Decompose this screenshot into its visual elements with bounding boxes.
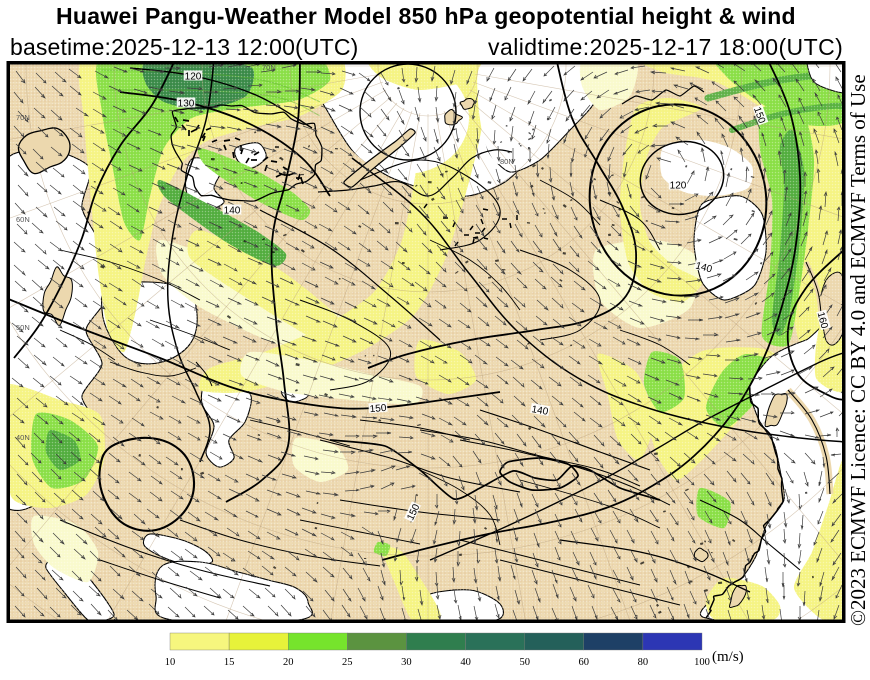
svg-text:140: 140 xyxy=(694,260,713,275)
svg-text:30: 30 xyxy=(401,657,412,668)
svg-text:20: 20 xyxy=(283,657,294,668)
svg-text:140: 140 xyxy=(224,206,241,217)
svg-text:140: 140 xyxy=(531,404,550,418)
svg-text:130: 130 xyxy=(178,99,195,110)
svg-text:70N: 70N xyxy=(16,113,30,122)
svg-text:100: 100 xyxy=(694,657,710,668)
svg-text:(m/s): (m/s) xyxy=(712,649,744,665)
svg-text:25: 25 xyxy=(342,657,353,668)
svg-text:60: 60 xyxy=(579,657,590,668)
svg-text:160: 160 xyxy=(815,311,830,330)
svg-text:80: 80 xyxy=(638,657,649,668)
svg-text:70N: 70N xyxy=(262,63,276,72)
svg-text:50: 50 xyxy=(519,657,530,668)
svg-text:120: 120 xyxy=(670,181,687,192)
svg-text:60N: 60N xyxy=(16,215,30,224)
svg-text:10: 10 xyxy=(165,657,176,668)
svg-text:80N: 80N xyxy=(500,157,514,166)
svg-text:40N: 40N xyxy=(16,433,30,442)
svg-text:15: 15 xyxy=(224,657,235,668)
svg-text:50N: 50N xyxy=(16,323,30,332)
svg-text:150: 150 xyxy=(369,403,387,415)
svg-text:120: 120 xyxy=(185,72,202,83)
svg-text:40: 40 xyxy=(460,657,471,668)
